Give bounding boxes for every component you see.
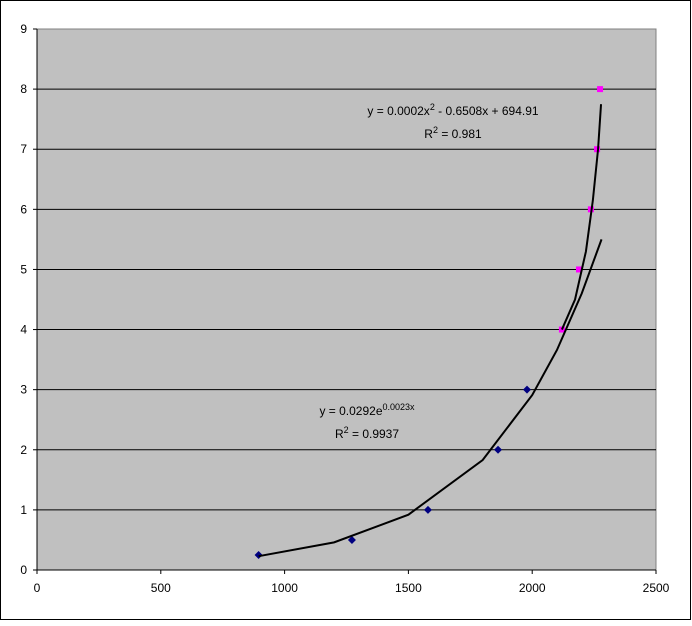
x-tick-label: 500: [151, 581, 171, 595]
equation-text: = 0.9937: [349, 427, 400, 441]
point: [423, 505, 432, 514]
y-tick-label: 8: [20, 82, 27, 96]
x-tick-label: 2000: [519, 581, 546, 595]
point: [575, 266, 582, 273]
trendline-equation: R2 = 0.9937: [335, 425, 399, 441]
plot-area: [36, 28, 657, 571]
x-tick-label: 0: [34, 581, 41, 595]
equation-text: = 0.981: [438, 127, 482, 141]
superscript: 2: [430, 102, 435, 112]
superscript: 2: [433, 125, 438, 135]
y-tick-label: 9: [20, 22, 27, 36]
equation-text: R: [335, 427, 344, 441]
trendline-equation: y = 0.0292e0.0023x: [319, 402, 415, 418]
equation-text: - 0.6508x + 694.91: [435, 104, 539, 118]
y-tick-label: 6: [20, 202, 27, 216]
point: [254, 550, 263, 559]
superscript: 0.0023x: [383, 402, 416, 412]
trendline-equation: y = 0.0002x2 - 0.6508x + 694.91: [367, 102, 538, 118]
y-tick-label: 7: [20, 142, 27, 156]
y-tick-label: 3: [20, 383, 27, 397]
point: [494, 445, 503, 454]
point: [597, 86, 604, 93]
equation-text: y = 0.0002x: [367, 104, 429, 118]
trendline: [560, 104, 603, 330]
x-tick-label: 2500: [643, 581, 670, 595]
y-tick-label: 2: [20, 443, 27, 457]
y-tick-label: 5: [20, 262, 27, 276]
point: [347, 535, 356, 544]
superscript: 2: [344, 425, 349, 435]
y-tick-label: 0: [20, 563, 27, 577]
x-tick-label: 1000: [271, 581, 298, 595]
x-tick-label: 1500: [395, 581, 422, 595]
trendline-equation: R2 = 0.981: [424, 125, 482, 141]
equation-text: y = 0.0292e: [319, 404, 382, 418]
trendline: [258, 239, 603, 558]
point: [523, 385, 532, 394]
y-tick-label: 1: [20, 503, 27, 517]
y-tick-label: 4: [20, 323, 27, 337]
equation-text: R: [424, 127, 433, 141]
